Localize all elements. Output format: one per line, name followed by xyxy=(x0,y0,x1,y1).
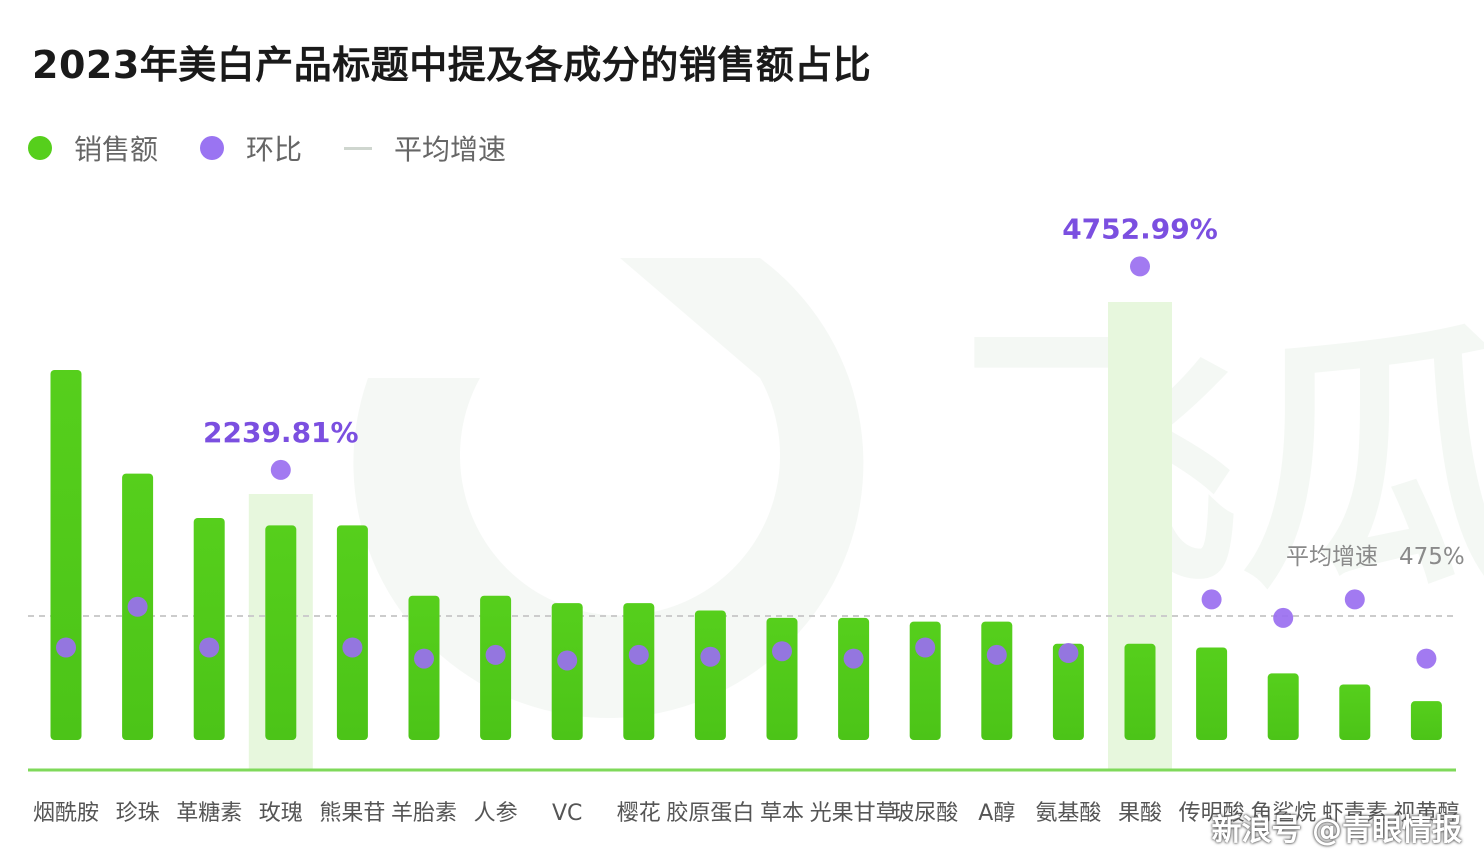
dot-玻尿酸[interactable] xyxy=(915,637,936,658)
bar-樱花[interactable] xyxy=(623,603,655,740)
legend-item-avg[interactable]: 平均增速 xyxy=(344,128,506,168)
x-tick-label: 羊胎素 xyxy=(391,801,457,826)
bar-虾青素[interactable] xyxy=(1339,684,1371,741)
x-tick-label: 烟酰胺 xyxy=(33,801,99,826)
dot-光果甘草[interactable] xyxy=(843,648,864,669)
dot-烟酰胺[interactable] xyxy=(56,637,76,658)
dot-羊胎素[interactable] xyxy=(414,648,434,669)
bar-人参[interactable] xyxy=(480,595,512,740)
bar-玫瑰[interactable] xyxy=(265,525,297,740)
x-tick-label: 玫瑰 xyxy=(259,801,303,826)
legend-sales-swatch xyxy=(28,136,52,160)
dot-角鲨烷[interactable] xyxy=(1273,607,1294,628)
chart-title: 2023年美白产品标题中提及各成分的销售额占比 xyxy=(32,43,872,87)
dot-果酸[interactable] xyxy=(1130,256,1150,277)
dot-樱花[interactable] xyxy=(628,644,649,665)
dot-传明酸[interactable] xyxy=(1201,589,1222,610)
x-tick-label: 草本 xyxy=(760,801,804,826)
x-tick-label: 珍珠 xyxy=(116,801,160,826)
dot-layer xyxy=(56,256,1437,671)
bar-角鲨烷[interactable] xyxy=(1267,673,1299,740)
x-tick-label: 玻尿酸 xyxy=(892,801,958,826)
label-layer: 2239.81% 4752.99% xyxy=(203,212,1218,449)
legend-mom-label: 环比 xyxy=(246,133,303,166)
legend: 销售额 环比 平均增速 xyxy=(28,128,548,168)
x-tick-label: 革糖素 xyxy=(176,801,242,826)
x-tick-label: 视黄醇 xyxy=(1393,801,1459,826)
legend-avg-swatch xyxy=(344,146,373,150)
average-line-label: 平均增速 xyxy=(1286,544,1378,570)
x-tick-label: 角鲨烷 xyxy=(1250,801,1316,826)
x-tick-label: VC xyxy=(552,801,582,826)
bar-熊果苷[interactable] xyxy=(336,525,368,740)
dot-视黄醇[interactable] xyxy=(1416,648,1437,669)
x-tick-label: 虾青素 xyxy=(1322,801,1388,826)
bar-革糖素[interactable] xyxy=(193,518,225,740)
x-tick-label: 人参 xyxy=(474,801,518,826)
bar-胶原蛋白[interactable] xyxy=(694,610,726,741)
dot-虾青素[interactable] xyxy=(1344,589,1365,610)
dot-玫瑰[interactable] xyxy=(270,459,291,480)
bar-A醇[interactable] xyxy=(981,621,1013,740)
x-tick-label: 光果甘草 xyxy=(810,801,898,826)
dot-革糖素[interactable] xyxy=(199,637,220,658)
dot-胶原蛋白[interactable] xyxy=(700,646,721,667)
dot-VC[interactable] xyxy=(557,650,578,671)
dot-草本[interactable] xyxy=(772,641,792,662)
x-tick-label: 胶原蛋白 xyxy=(666,801,754,826)
x-tick-label: 果酸 xyxy=(1118,801,1162,826)
bar-光果甘草[interactable] xyxy=(838,617,870,740)
bar-烟酰胺[interactable] xyxy=(50,370,82,740)
bar-传明酸[interactable] xyxy=(1196,647,1228,741)
legend-avg-label: 平均增速 xyxy=(394,133,507,166)
dot-氨基酸[interactable] xyxy=(1058,643,1079,664)
annotation-label: 4752.99% xyxy=(1062,212,1218,245)
bar-氨基酸[interactable] xyxy=(1052,643,1084,740)
legend-item-mom[interactable]: 环比 xyxy=(200,128,302,168)
x-tick-label: A醇 xyxy=(978,801,1015,826)
footer-watermark: 新浪号 @青眼情报 xyxy=(1211,813,1462,848)
bar-草本[interactable] xyxy=(766,617,798,740)
x-tick-label: 樱花 xyxy=(617,801,661,826)
dot-熊果苷[interactable] xyxy=(342,637,363,658)
bar-果酸[interactable] xyxy=(1124,643,1156,740)
dot-珍珠[interactable] xyxy=(127,596,148,617)
dot-人参[interactable] xyxy=(485,644,506,665)
legend-mom-swatch xyxy=(200,136,225,160)
legend-item-sales[interactable]: 销售额 xyxy=(28,128,158,168)
x-tick-label: 熊果苷 xyxy=(319,801,385,826)
legend-sales-label: 销售额 xyxy=(74,133,159,166)
bar-视黄醇[interactable] xyxy=(1410,701,1442,740)
bar-VC[interactable] xyxy=(551,603,583,740)
watermark-brand: 飞瓜 xyxy=(960,301,1484,627)
average-line-value: 475% xyxy=(1399,544,1465,570)
annotation-label: 2239.81% xyxy=(203,416,359,449)
x-tick-label: 传明酸 xyxy=(1179,801,1245,826)
dot-A醇[interactable] xyxy=(986,644,1007,665)
x-tick-label: 氨基酸 xyxy=(1035,801,1101,826)
